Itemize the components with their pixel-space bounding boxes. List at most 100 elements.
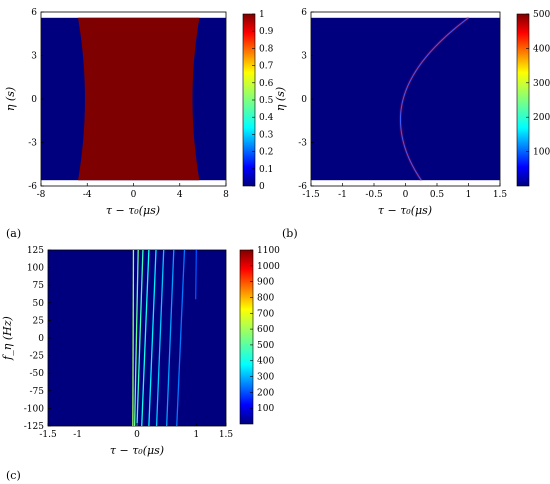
panel-c-colorbar-ticks: 1100 1000 900 800 700 600 500 400 300 200 100 xyxy=(250,246,280,414)
x-tick-label: -0.5 xyxy=(365,190,383,200)
panel-a-colorbar-ticks: 1 0.9 0.8 0.7 0.6 0.5 0.4 0.3 0.2 0.1 0 xyxy=(252,10,274,192)
colorbar-tick-label: 600 xyxy=(257,325,274,335)
x-tick-label: -1.5 xyxy=(39,430,57,440)
y-tick-label: 125 xyxy=(27,246,44,256)
panel-b: -1.5 -1 -0.5 0 0.5 1 1.5 6 3 0 -3 -6 τ − τ₀(μs) η … xyxy=(274,8,550,240)
colorbar-tick-label: 700 xyxy=(257,309,274,319)
spectrum-line xyxy=(136,249,144,427)
panel-b-ylabel: η (s) xyxy=(274,87,287,111)
heatmap-band xyxy=(78,17,200,181)
panel-b-xticks: -1.5 -1 -0.5 0 0.5 1 1.5 xyxy=(302,183,507,200)
colorbar-tick-label: 0.9 xyxy=(259,27,274,37)
heatmap-background xyxy=(311,17,500,181)
panel-a-xlabel: τ − τ₀(μs) xyxy=(106,204,160,217)
colorbar-tick-label: 300 xyxy=(257,373,274,383)
colorbar-tick-label: 900 xyxy=(257,278,274,288)
y-tick-label: 3 xyxy=(31,52,37,62)
panel-b-yticks: 6 3 0 -3 -6 xyxy=(298,8,314,192)
panel-c-marks xyxy=(132,249,197,427)
curve-line xyxy=(399,17,469,181)
spectrum-line xyxy=(133,249,139,427)
colorbar-tick-label: 0.6 xyxy=(259,79,274,89)
y-tick-label: -100 xyxy=(24,404,44,414)
colorbar-tick-label: 100 xyxy=(257,404,274,414)
panel-a: -8 -4 0 4 8 6 3 0 -3 -6 τ − τ₀(μs) η (s) 1 0.9 0.8… xyxy=(4,8,274,240)
y-tick-label: 0 xyxy=(38,334,44,344)
y-tick-label: 0 xyxy=(31,95,37,105)
colorbar-tick-label: 400 xyxy=(257,357,274,367)
panel-a-ylabel: η (s) xyxy=(4,87,17,111)
colorbar-tick-label: 1100 xyxy=(257,246,280,256)
spectrum-line xyxy=(132,249,135,427)
panel-a-label: (a) xyxy=(6,227,21,240)
colorbar-tick-label: 200 xyxy=(257,388,274,398)
x-tick-label: 0.5 xyxy=(430,190,445,200)
panel-c-xlabel: τ − τ₀(μs) xyxy=(110,444,164,457)
spectrum-line xyxy=(166,249,175,427)
colorbar-tick-label: 100 xyxy=(533,148,550,158)
y-tick-label: -6 xyxy=(28,182,37,192)
colorbar-tick-label: 300 xyxy=(533,79,550,89)
x-tick-label: 0 xyxy=(134,430,140,440)
spectrum-line xyxy=(155,249,165,427)
colorbar-tick-label: 500 xyxy=(533,10,550,20)
colorbar-tick-label: 1000 xyxy=(257,262,280,272)
panel-b-marks xyxy=(311,16,500,181)
panel-c: -1.5 -1 0 1 1.5 125 100 75 50 25 0 -25 -50 -75 -100 -1… xyxy=(1,246,280,482)
colorbar-tick-label: 200 xyxy=(533,113,550,123)
x-tick-label: -1.5 xyxy=(302,190,320,200)
panel-b-xlabel: τ − τ₀(μs) xyxy=(378,204,432,217)
y-tick-label: 6 xyxy=(31,8,37,18)
colorbar-tick-label: 0.3 xyxy=(259,130,274,140)
x-tick-label: 0 xyxy=(131,190,137,200)
colorbar-tick-label: 500 xyxy=(257,341,274,351)
colorbar-tick-label: 0.7 xyxy=(259,62,274,72)
colorbar-tick-label: 1 xyxy=(259,10,265,20)
y-tick-label: 100 xyxy=(27,264,44,274)
colorbar-tick-label: 0.4 xyxy=(259,113,274,123)
panel-b-colorbar xyxy=(516,13,530,187)
colorbar-tick-label: 0.8 xyxy=(259,44,274,54)
colorbar-tick-label: 0 xyxy=(259,182,265,192)
panel-c-colorbar xyxy=(239,249,254,425)
colorbar-tick-label: 800 xyxy=(257,293,274,303)
x-tick-label: 1 xyxy=(466,190,472,200)
y-tick-label: -6 xyxy=(298,182,307,192)
y-tick-label: -75 xyxy=(30,387,45,397)
y-tick-label: -3 xyxy=(298,139,307,149)
panel-c-xticks: -1.5 -1 0 1 1.5 xyxy=(39,423,233,440)
spectrum-line xyxy=(176,249,186,427)
y-tick-label: 25 xyxy=(33,316,45,326)
y-tick-label: -125 xyxy=(24,422,44,432)
x-tick-label: 1 xyxy=(193,430,199,440)
spectrum-line xyxy=(148,249,157,427)
x-tick-label: 0 xyxy=(403,190,409,200)
panel-c-yticks: 125 100 75 50 25 0 -25 -50 -75 -100 -125 xyxy=(24,246,51,432)
x-tick-label: 4 xyxy=(177,190,183,200)
y-tick-label: 3 xyxy=(301,52,307,62)
y-tick-label: -50 xyxy=(30,369,45,379)
spectrum-line xyxy=(195,249,197,300)
panel-b-colorbar-ticks: 500 400 300 200 100 xyxy=(526,10,550,158)
panel-c-ylabel: f_η (Hz) xyxy=(1,316,14,361)
x-tick-label: -1 xyxy=(73,430,82,440)
panel-b-label: (b) xyxy=(282,227,298,240)
y-tick-label: 75 xyxy=(33,281,45,291)
y-tick-label: -3 xyxy=(28,139,37,149)
y-tick-label: 0 xyxy=(301,95,307,105)
x-tick-label: -8 xyxy=(37,190,46,200)
y-tick-label: 6 xyxy=(301,8,307,18)
panel-a-xticks: -8 -4 0 4 8 xyxy=(37,183,229,200)
panel-a-yticks: 6 3 0 -3 -6 xyxy=(28,8,44,192)
x-tick-label: -1 xyxy=(338,190,347,200)
x-tick-label: -4 xyxy=(83,190,92,200)
spectrum-line xyxy=(141,249,150,427)
colorbar-tick-label: 0.5 xyxy=(259,96,274,106)
colorbar-tick-label: 400 xyxy=(533,44,550,54)
colorbar-tick-label: 0.1 xyxy=(259,165,273,175)
x-tick-label: 1.5 xyxy=(493,190,508,200)
colorbar-tick-label: 0.2 xyxy=(259,148,273,158)
panel-c-label: (c) xyxy=(6,469,21,482)
y-tick-label: -25 xyxy=(30,352,45,362)
